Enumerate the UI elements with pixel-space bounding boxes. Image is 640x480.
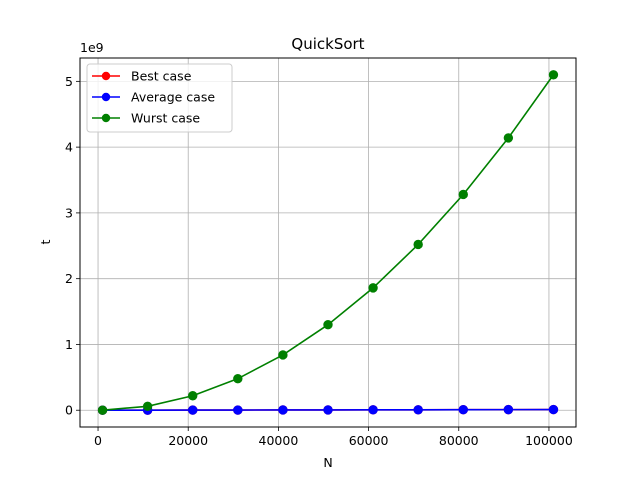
data-point-wurst-case bbox=[188, 391, 198, 401]
y-tick-label: 0 bbox=[65, 403, 73, 418]
y-tick-label: 4 bbox=[65, 140, 73, 155]
legend-label: Wurst case bbox=[131, 111, 200, 126]
grid bbox=[80, 58, 576, 427]
y-tick-label: 5 bbox=[65, 74, 73, 89]
legend-item-wurst-case: Wurst case bbox=[92, 111, 200, 126]
x-axis-label: N bbox=[323, 455, 332, 470]
legend-swatch-marker bbox=[101, 113, 111, 123]
data-point-wurst-case bbox=[323, 320, 333, 330]
axes-frame bbox=[79, 57, 577, 428]
y-tick-label: 2 bbox=[65, 271, 73, 286]
series-layer bbox=[97, 70, 559, 415]
data-point-wurst-case bbox=[503, 133, 514, 143]
legend-box bbox=[86, 63, 233, 133]
series-wurst-case bbox=[97, 70, 559, 415]
y-offset-text: 1e9 bbox=[80, 40, 104, 55]
x-tick-label: 100000 bbox=[525, 433, 573, 448]
data-point-wurst-case bbox=[368, 283, 378, 293]
data-point-wurst-case bbox=[233, 373, 243, 384]
legend-label: Average case bbox=[131, 90, 215, 105]
data-point-average-case bbox=[188, 405, 198, 415]
data-point-wurst-case bbox=[458, 189, 468, 200]
data-point-average-case bbox=[278, 405, 288, 415]
legend-label: Best case bbox=[131, 69, 192, 84]
ticks: 0 20000 40000 60000 80000 100000 0 1 2 3 4 5 bbox=[65, 74, 573, 448]
y-tick-label: 3 bbox=[65, 205, 73, 220]
legend-swatch-marker bbox=[101, 92, 111, 102]
data-point-wurst-case bbox=[548, 70, 559, 80]
x-tick-label: 0 bbox=[94, 433, 102, 448]
legend: Best case Average case Wurst case bbox=[86, 63, 233, 133]
legend-swatch-marker bbox=[101, 71, 111, 81]
data-point-average-case bbox=[413, 405, 423, 415]
y-tick-label: 1 bbox=[65, 337, 73, 352]
data-point-average-case bbox=[233, 405, 243, 415]
data-point-wurst-case bbox=[413, 239, 423, 250]
data-point-average-case bbox=[548, 404, 559, 415]
y-axis-label: t bbox=[38, 239, 53, 244]
data-point-wurst-case bbox=[278, 350, 288, 360]
legend-item-best-case: Best case bbox=[92, 69, 192, 84]
data-point-wurst-case bbox=[142, 401, 153, 411]
data-point-average-case bbox=[368, 405, 378, 415]
data-point-average-case bbox=[323, 405, 333, 415]
x-tick-label: 80000 bbox=[439, 433, 479, 448]
x-tick-label: 40000 bbox=[259, 433, 299, 448]
data-point-average-case bbox=[458, 405, 468, 415]
data-point-average-case bbox=[503, 404, 514, 415]
data-point-wurst-case bbox=[97, 405, 108, 415]
legend-item-average-case: Average case bbox=[92, 90, 215, 105]
x-tick-label: 60000 bbox=[349, 433, 389, 448]
x-tick-label: 20000 bbox=[168, 433, 208, 448]
chart-title: QuickSort bbox=[291, 35, 364, 53]
